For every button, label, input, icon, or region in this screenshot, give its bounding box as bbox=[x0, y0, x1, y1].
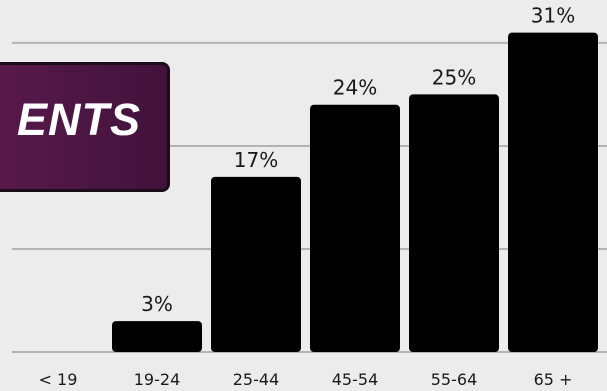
x-tick-label: 19-24 bbox=[134, 370, 181, 389]
x-tick-label: 65 + bbox=[534, 370, 573, 389]
bar bbox=[310, 104, 400, 353]
value-label: 24% bbox=[333, 76, 377, 100]
x-tick-label: < 19 bbox=[39, 370, 78, 389]
x-axis-labels: < 19 19-24 25-44 45-54 55-64 65 + bbox=[39, 370, 573, 389]
value-label: 31% bbox=[531, 4, 575, 28]
value-label: 3% bbox=[141, 292, 173, 316]
bar bbox=[508, 32, 598, 353]
bars bbox=[112, 32, 598, 353]
banner-text: ENTS bbox=[16, 94, 141, 145]
bar bbox=[211, 176, 301, 352]
value-label: 17% bbox=[234, 148, 278, 172]
value-label: 25% bbox=[432, 65, 476, 89]
value-labels: 3% 17% 24% 25% 31% bbox=[141, 4, 575, 316]
x-tick-label: 25-44 bbox=[233, 370, 280, 389]
bar bbox=[409, 94, 499, 352]
x-tick-label: 45-54 bbox=[332, 370, 379, 389]
x-tick-label: 55-64 bbox=[431, 370, 478, 389]
bar bbox=[112, 321, 202, 352]
title-banner: ENTS bbox=[0, 62, 170, 192]
